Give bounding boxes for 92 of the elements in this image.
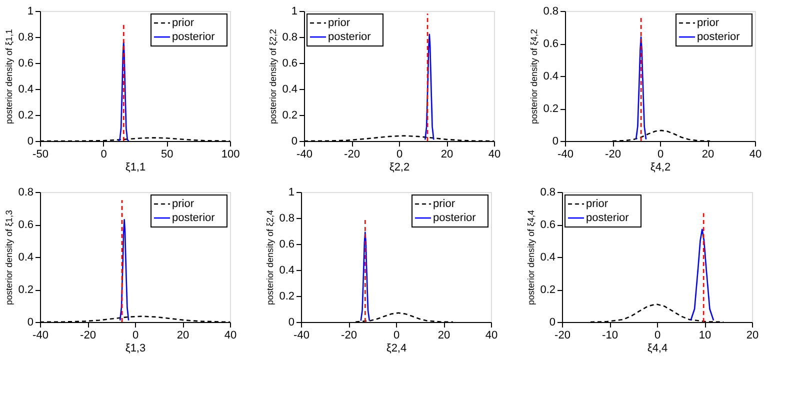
- x-tick-label: -20: [605, 148, 621, 160]
- x-tick-label: 50: [161, 148, 174, 160]
- line-series: [360, 232, 370, 322]
- y-tick-label: 0.2: [540, 284, 556, 296]
- x-tick-label: 40: [488, 148, 501, 160]
- legend-label: prior: [172, 198, 194, 210]
- x-tick-label: -40: [296, 148, 312, 160]
- x-tick-label: 20: [176, 330, 190, 342]
- line-series: [119, 218, 130, 322]
- line-series: [118, 42, 130, 141]
- x-tick-label: 0: [396, 148, 403, 160]
- y-tick-label: 0.4: [540, 252, 556, 264]
- y-axis-title: posterior density of ξ1,3: [4, 210, 14, 306]
- y-tick-label: 0.6: [540, 219, 556, 231]
- line-series: [424, 34, 434, 140]
- y-tick-label: 0: [549, 316, 556, 328]
- y-tick-label: 1: [288, 186, 294, 198]
- x-tick-label: 0: [100, 148, 107, 160]
- x-axis-title: ξ2,2: [389, 162, 410, 174]
- y-tick-label: 0.2: [279, 290, 294, 302]
- line-series: [635, 36, 647, 140]
- y-tick-label: 0.2: [18, 110, 34, 122]
- x-tick-label: -50: [32, 148, 48, 160]
- y-tick-label: 0: [291, 136, 298, 148]
- y-tick-label: 0.6: [282, 58, 298, 70]
- y-tick-label: 0: [27, 136, 34, 148]
- y-tick-label: 0.8: [18, 186, 34, 198]
- legend-label: posterior: [433, 212, 476, 224]
- y-tick-label: 0.8: [18, 32, 34, 44]
- y-tick-label: 0.2: [543, 103, 558, 115]
- x-axis-title: ξ1,1: [125, 162, 146, 174]
- y-tick-label: 0.4: [543, 70, 558, 82]
- y-tick-label: 1: [291, 6, 298, 18]
- x-tick-label: -10: [602, 330, 618, 342]
- y-tick-label: 0.6: [18, 219, 34, 231]
- legend-label: prior: [697, 17, 720, 29]
- y-axis-title: posterior density of ξ2,4: [265, 210, 276, 306]
- x-axis-title: ξ4,4: [647, 342, 668, 354]
- x-tick-label: 20: [702, 148, 714, 160]
- y-axis-title: posterior density of ξ4,2: [529, 28, 540, 124]
- y-tick-label: 0: [27, 316, 34, 328]
- y-axis-title: posterior density of ξ4,4: [526, 210, 536, 306]
- x-tick-label: 40: [485, 330, 498, 342]
- y-tick-label: 1: [27, 6, 34, 18]
- y-axis-title: posterior density of ξ2,2: [268, 28, 278, 124]
- x-axis-title: ξ4,2: [650, 162, 671, 174]
- legend-label: prior: [328, 17, 350, 29]
- x-tick-label: 0: [132, 330, 139, 342]
- legend-label: prior: [172, 17, 194, 29]
- legend-label: prior: [433, 198, 456, 210]
- legend-label: posterior: [328, 31, 372, 43]
- y-tick-label: 0.4: [279, 264, 294, 276]
- x-tick-label: 0: [654, 330, 661, 342]
- legend-label: prior: [586, 198, 608, 210]
- x-tick-label: -40: [32, 330, 48, 342]
- x-tick-label: -20: [344, 148, 360, 160]
- y-tick-label: 0.6: [543, 38, 558, 50]
- x-axis-title: ξ1,3: [125, 342, 146, 354]
- x-tick-label: -20: [554, 330, 570, 342]
- x-tick-label: 40: [224, 330, 237, 342]
- legend-label: posterior: [172, 212, 216, 224]
- y-tick-label: 0.2: [282, 110, 298, 122]
- x-tick-label: 10: [698, 330, 712, 342]
- y-tick-label: 0.8: [282, 32, 298, 44]
- y-tick-label: 0.8: [543, 6, 558, 18]
- x-tick-label: -40: [294, 330, 310, 342]
- y-tick-label: 0.8: [279, 212, 294, 224]
- x-tick-label: 40: [749, 148, 762, 160]
- y-tick-label: 0.6: [279, 238, 294, 250]
- legend-label: posterior: [697, 31, 740, 43]
- x-axis-title: ξ2,4: [386, 342, 407, 354]
- y-tick-label: 0.2: [18, 284, 34, 296]
- x-tick-label: 20: [438, 330, 450, 342]
- x-tick-label: 0: [393, 330, 400, 342]
- x-tick-label: 20: [440, 148, 454, 160]
- x-tick-label: 20: [746, 330, 759, 342]
- x-tick-label: -20: [80, 330, 96, 342]
- y-axis-title: posterior density of ξ1,1: [4, 28, 14, 124]
- y-tick-label: 0.4: [282, 84, 298, 96]
- x-tick-label: -20: [341, 330, 357, 342]
- legend-label: posterior: [172, 31, 216, 43]
- y-tick-label: 0.4: [18, 252, 34, 264]
- x-tick-label: 0: [657, 148, 664, 160]
- y-tick-label: 0: [552, 136, 558, 148]
- x-tick-label: -40: [558, 148, 574, 160]
- y-tick-label: 0.4: [18, 84, 34, 96]
- x-tick-label: 100: [221, 148, 240, 160]
- legend-label: posterior: [586, 212, 630, 224]
- y-tick-label: 0.6: [18, 58, 34, 70]
- y-tick-label: 0: [288, 316, 294, 328]
- y-tick-label: 0.8: [540, 186, 556, 198]
- line-series: [690, 228, 714, 322]
